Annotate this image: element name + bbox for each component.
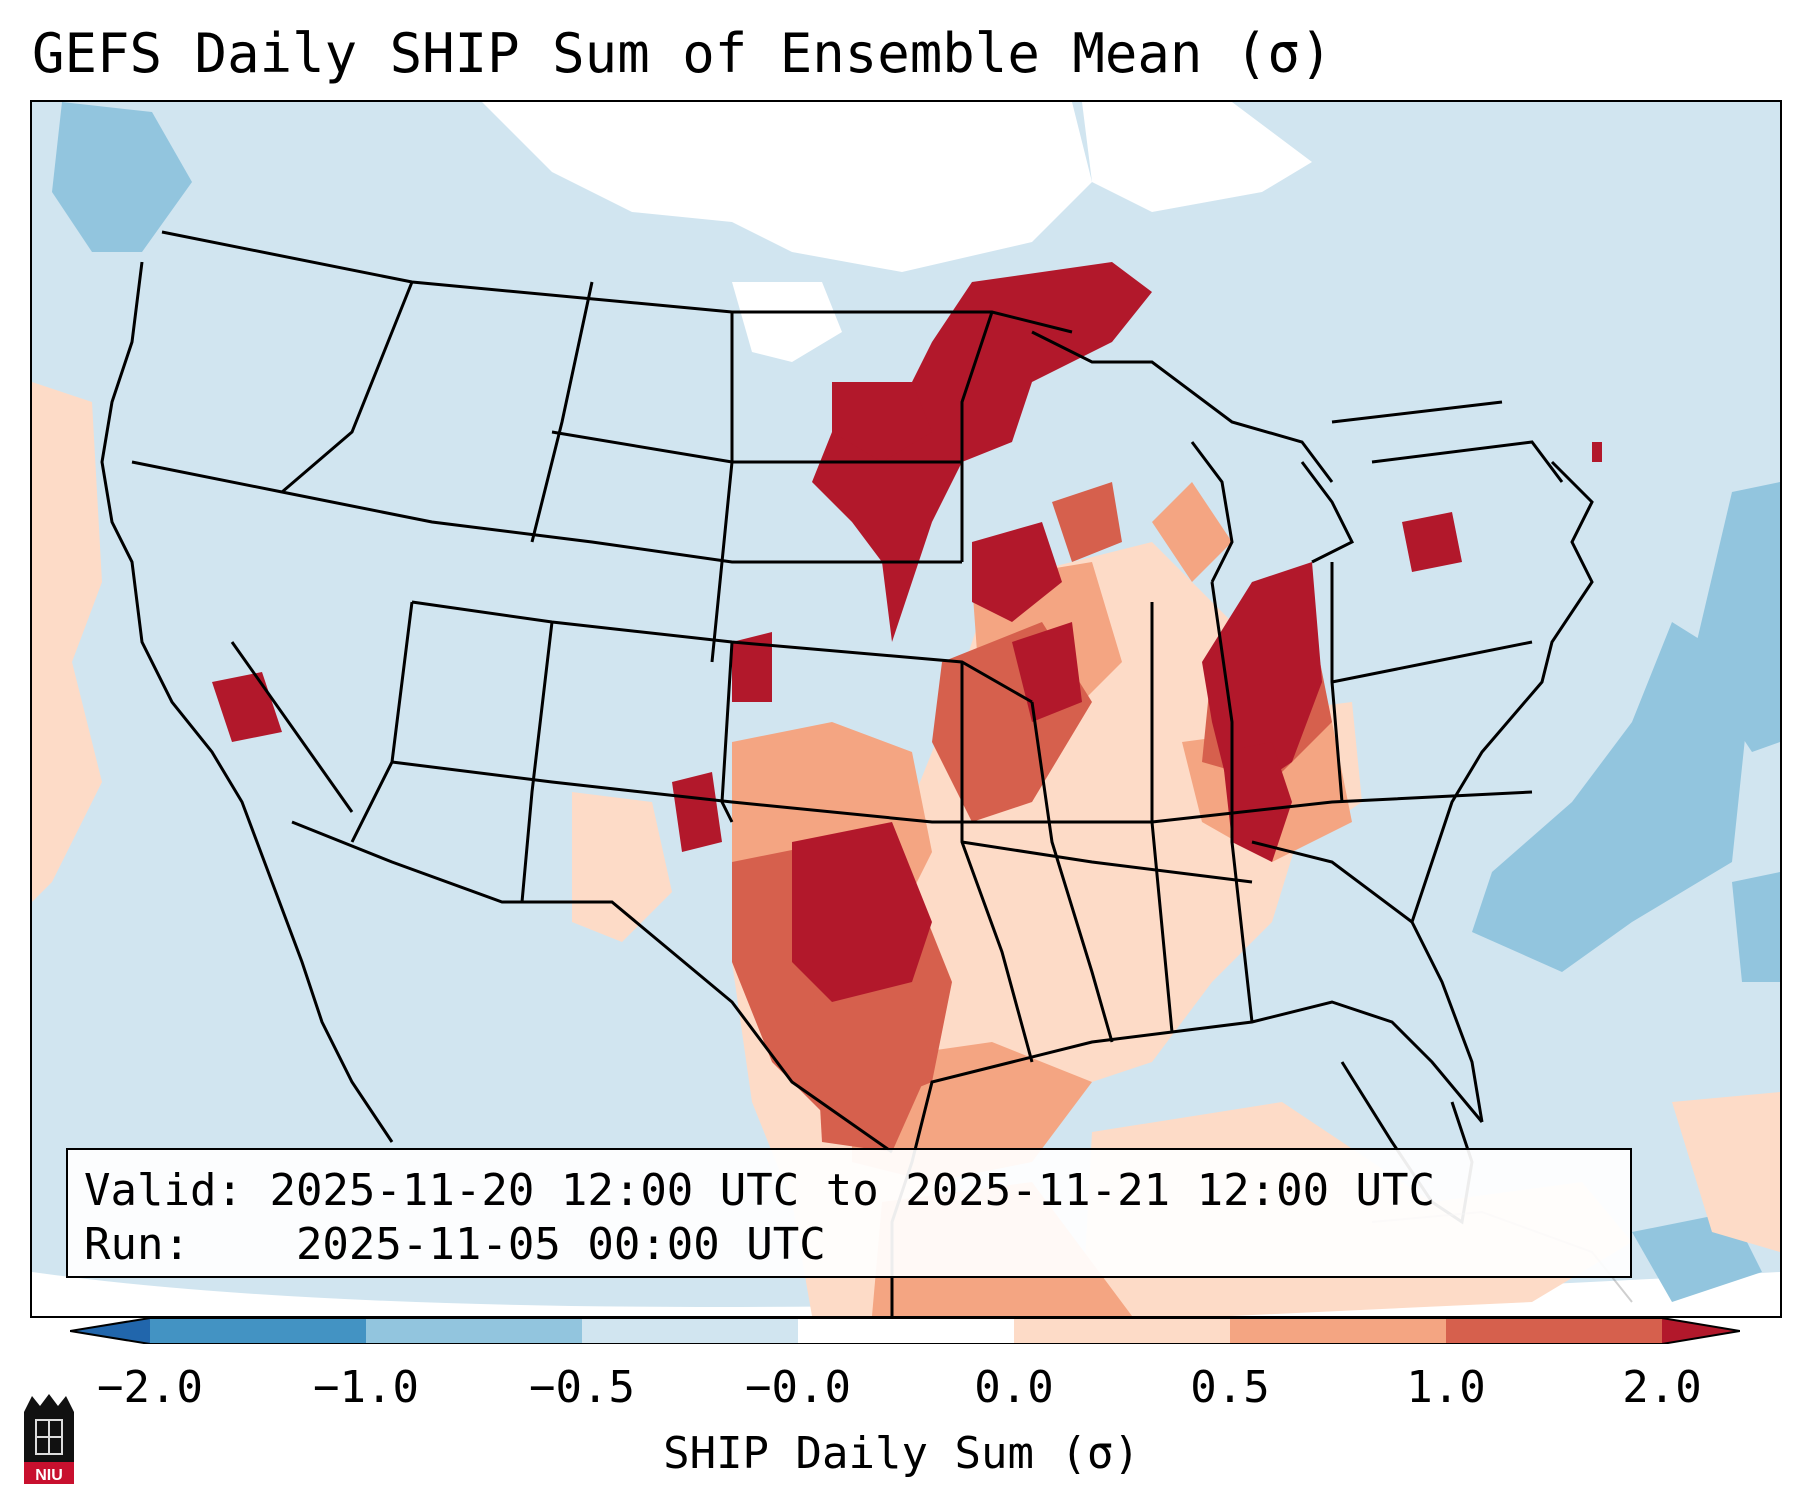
- niu-castle-logo-icon: NIU: [24, 1394, 74, 1484]
- colorbar-tick-1: −1.0: [313, 1362, 419, 1413]
- near-zero-regions: [482, 102, 1312, 362]
- colorbar-tick-4: 0.0: [974, 1362, 1054, 1413]
- colorbar-bin-7: [1446, 1318, 1662, 1344]
- colorbar-bin-8: [1662, 1318, 1740, 1344]
- colorbar-bin-0: [70, 1318, 150, 1344]
- colorbar-label: SHIP Daily Sum (σ): [663, 1428, 1140, 1479]
- map-frame[interactable]: [30, 100, 1782, 1318]
- map-canvas[interactable]: [32, 102, 1780, 1316]
- run-label: Run:: [84, 1219, 190, 1270]
- logo-text: NIU: [35, 1467, 63, 1484]
- colorbar-bin-5: [1014, 1318, 1230, 1344]
- colorbar-bin-4: [798, 1318, 1014, 1344]
- colorbar-tick-2: −0.5: [529, 1362, 635, 1413]
- colorbar-bin-2: [366, 1318, 582, 1344]
- colorbar-tick-3: −0.0: [745, 1362, 851, 1413]
- colorbar-tick-7: 2.0: [1622, 1362, 1702, 1413]
- valid-time-info-box: Valid: 2025-11-20 12:00 UTC to 2025-11-2…: [66, 1148, 1632, 1278]
- colorbar-tick-5: 0.5: [1190, 1362, 1270, 1413]
- valid-label: Valid:: [84, 1165, 243, 1216]
- negative-anomaly-regions: [52, 102, 1780, 1302]
- colorbar-tick-6: 1.0: [1406, 1362, 1486, 1413]
- colorbar-bin-6: [1230, 1318, 1446, 1344]
- run-value: 2025-11-05 00:00 UTC: [295, 1219, 826, 1270]
- very-high-positive-regions: [212, 262, 1602, 1002]
- colorbar-bin-3: [582, 1318, 798, 1344]
- colorbar-tick-0: −2.0: [97, 1362, 203, 1413]
- valid-value: 2025-11-20 12:00 UTC to 2025-11-21 12:00…: [269, 1165, 1436, 1216]
- colorbar-bin-1: [150, 1318, 366, 1344]
- colorbar: [70, 1318, 1740, 1344]
- page-title: GEFS Daily SHIP Sum of Ensemble Mean (σ): [32, 22, 1333, 85]
